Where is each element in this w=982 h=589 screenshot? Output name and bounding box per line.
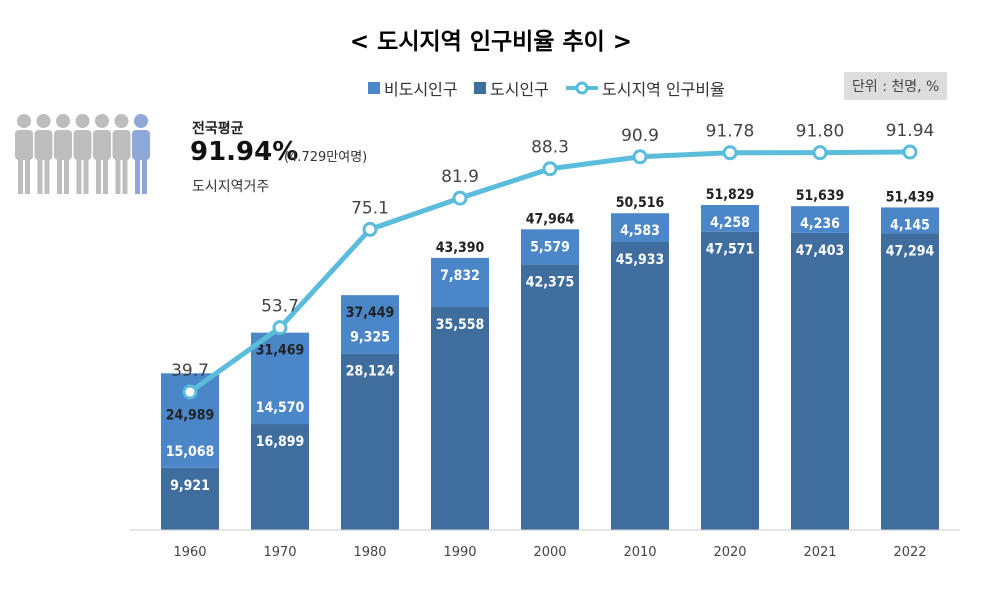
bar-nonurban	[431, 257, 489, 308]
label-urban: 35,558	[436, 317, 485, 333]
label-total: 50,516	[616, 195, 665, 211]
label-urban: 47,294	[886, 243, 935, 259]
legend-label: 비도시인구	[384, 80, 458, 99]
label-nonurban: 4,236	[800, 216, 840, 232]
x-tick-label: 2010	[623, 545, 656, 560]
bar-nonurban	[521, 229, 579, 265]
legend-line-icon	[566, 81, 598, 95]
label-total: 31,469	[256, 343, 305, 359]
bar-nonurban	[791, 206, 849, 233]
ratio-label: 39.7	[171, 361, 209, 381]
ratio-label: 90.9	[621, 126, 659, 146]
label-nonurban: 15,068	[166, 444, 215, 460]
label-urban: 28,124	[346, 364, 395, 380]
label-nonurban: 4,145	[890, 217, 930, 233]
ratio-point	[542, 161, 558, 177]
ratio-point	[182, 384, 198, 400]
bar-urban	[251, 424, 309, 530]
people-icon	[15, 114, 150, 194]
legend-swatch	[368, 82, 380, 94]
label-nonurban: 4,583	[620, 223, 660, 239]
ratio-point	[452, 190, 468, 206]
legend-swatch	[474, 82, 486, 94]
bar-urban	[431, 307, 489, 530]
legend-item-ratio: 도시지역 인구비율	[566, 76, 725, 100]
x-tick-label: 2020	[713, 545, 746, 560]
label-urban: 47,571	[706, 242, 755, 258]
label-nonurban: 4,258	[710, 215, 750, 231]
label-total: 47,964	[526, 211, 575, 227]
label-nonurban: 9,325	[350, 330, 390, 346]
bar-nonurban	[611, 213, 669, 242]
label-total: 51,829	[706, 187, 755, 203]
ratio-point	[272, 320, 288, 336]
summary-sub: (4.729만여명)	[284, 150, 368, 165]
label-total: 43,390	[436, 240, 485, 256]
label-nonurban: 5,579	[530, 239, 570, 255]
x-tick-label: 2021	[803, 545, 836, 560]
label-urban: 9,921	[170, 478, 210, 494]
label-urban: 45,933	[616, 252, 665, 268]
bar-urban	[521, 264, 579, 530]
summary-label: 전국평균	[192, 121, 244, 137]
ratio-label: 91.94	[886, 121, 935, 141]
x-tick-label: 1970	[263, 545, 296, 560]
ratio-label: 53.7	[261, 297, 299, 317]
label-urban: 42,375	[526, 274, 575, 290]
label-total: 37,449	[346, 305, 395, 321]
summary-desc: 도시지역거주	[192, 179, 270, 195]
chart-title: < 도시지역 인구비율 추이 >	[349, 29, 633, 55]
x-tick-label: 2000	[533, 545, 566, 560]
ratio-label: 91.78	[706, 122, 755, 142]
ratio-label: 88.3	[531, 138, 569, 158]
legend-item-nonurban: 비도시인구	[368, 76, 458, 100]
ratio-point	[902, 144, 918, 160]
legend-label: 도시지역 인구비율	[602, 80, 725, 99]
x-tick-label: 2022	[893, 545, 926, 560]
label-nonurban: 14,570	[256, 400, 305, 416]
ratio-point	[362, 221, 378, 237]
x-tick-label: 1990	[443, 545, 476, 560]
ratio-label: 75.1	[351, 198, 389, 218]
label-urban: 47,403	[796, 243, 845, 259]
bar-urban	[881, 233, 939, 531]
label-total: 24,989	[166, 407, 215, 423]
bar-nonurban	[251, 332, 309, 425]
ratio-label: 91.80	[796, 122, 845, 142]
bar-nonurban	[881, 207, 939, 234]
label-total: 51,439	[886, 189, 935, 205]
ratio-point	[812, 145, 828, 161]
legend-label: 도시인구	[490, 80, 549, 99]
ratio-label: 81.9	[441, 167, 479, 187]
bar-nonurban	[341, 295, 399, 354]
bar-urban	[161, 467, 219, 530]
bar-urban	[791, 232, 849, 530]
label-nonurban: 7,832	[440, 268, 480, 284]
label-urban: 16,899	[256, 434, 305, 450]
ratio-point	[722, 145, 738, 161]
bar-urban	[341, 353, 399, 530]
x-tick-label: 1960	[173, 545, 206, 560]
bar-urban	[701, 231, 759, 530]
x-tick-label: 1980	[353, 545, 386, 560]
summary-value: 91.94%	[190, 137, 299, 167]
unit-label: 단위 : 천명, %	[844, 72, 948, 100]
legend-item-urban: 도시인구	[474, 76, 549, 100]
label-total: 51,639	[796, 188, 845, 204]
bar-nonurban	[701, 205, 759, 232]
bar-urban	[611, 241, 669, 531]
ratio-point	[632, 149, 648, 165]
